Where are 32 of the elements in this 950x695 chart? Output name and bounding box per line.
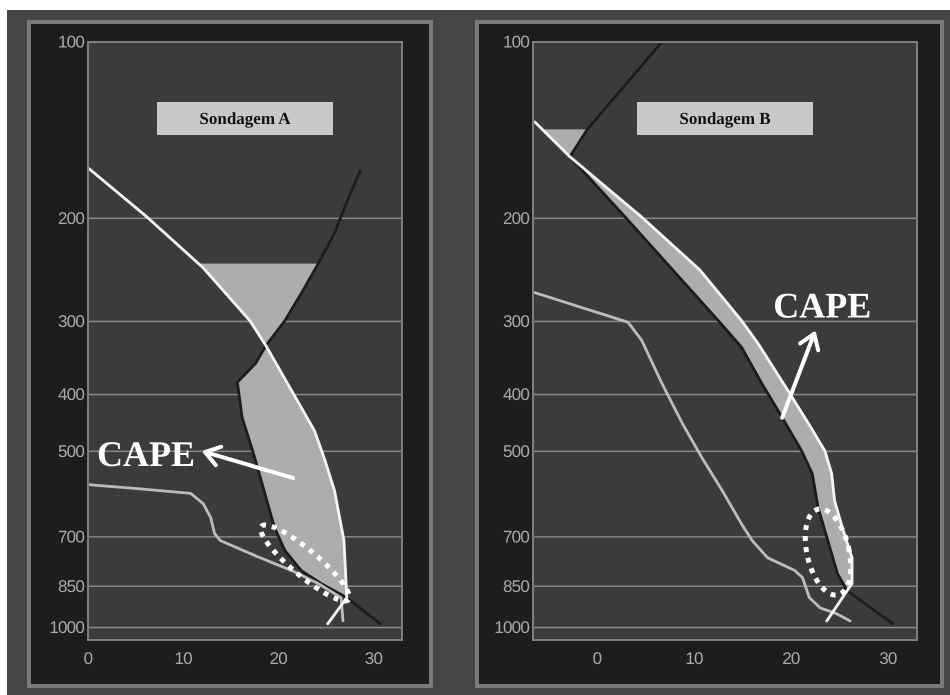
x-tick-label: 30 [879,649,897,668]
y-tick-label: 100 [503,32,530,52]
line-series [88,166,348,626]
text: Sondagem B [679,109,771,128]
y-tick-label: 850 [503,576,530,596]
y-tick-label: 200 [58,208,84,228]
x-tick-label: 20 [270,649,288,668]
y-tick-label: 400 [58,385,84,404]
text: Sondagem A [199,109,292,128]
y-tick-label: 200 [503,208,530,228]
line-series [88,483,344,622]
x-tick-label: 10 [685,649,703,668]
line-series [568,42,894,626]
line-series [236,169,382,626]
annotation: CAPE [773,286,872,326]
y-tick-label: 850 [58,576,84,596]
y-tick-label: 1000 [494,618,530,638]
annotation: CAPE [97,434,195,474]
y-tick-label: 1000 [49,618,84,638]
y-tick-label: 700 [503,527,530,546]
x-tick-label: 0 [592,649,602,668]
x-tick-label: 20 [782,649,800,668]
y-tick-label: 500 [503,442,530,461]
y-tick-label: 500 [58,442,84,461]
x-tick-label: 0 [84,649,93,668]
y-tick-label: 300 [58,312,84,331]
y-tick-label: 400 [503,385,530,404]
y-tick-label: 100 [58,32,84,52]
y-tick-label: 300 [503,312,530,331]
y-tick-label: 700 [58,527,84,546]
x-tick-label: 10 [174,649,192,668]
x-tick-label: 30 [364,649,382,668]
